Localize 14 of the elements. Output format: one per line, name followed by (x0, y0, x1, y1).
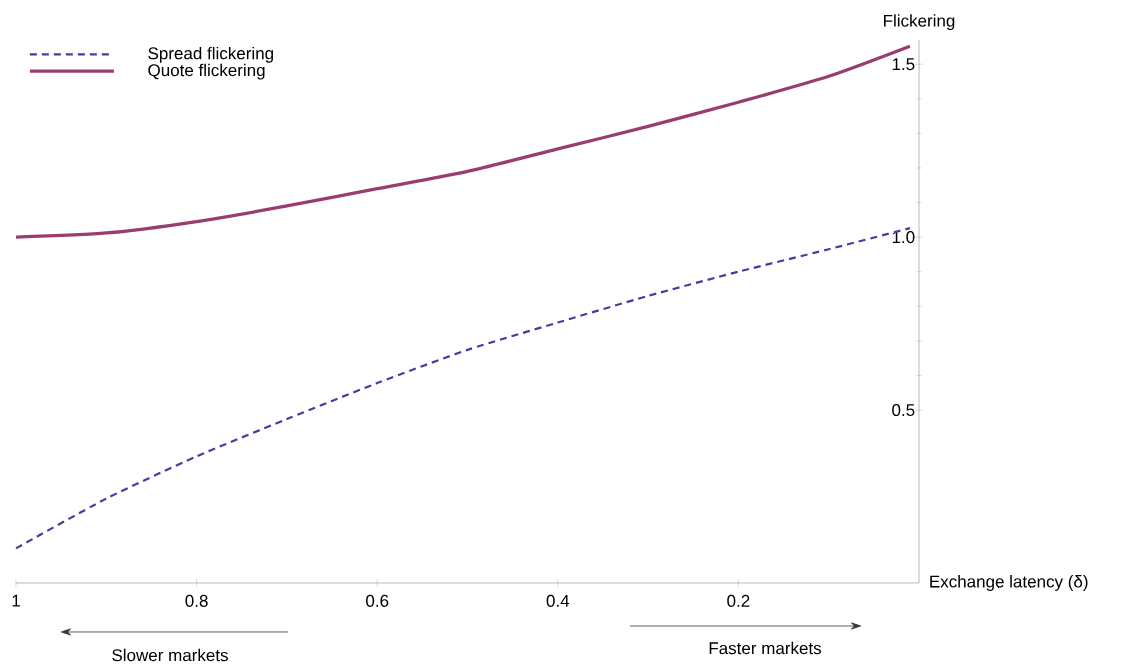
legend-label: Spread flickering (148, 46, 273, 63)
y-tick-label: 1.5 (892, 58, 915, 71)
x-tick-label: 0.6 (366, 594, 389, 607)
y-axis-title: Flickering (884, 14, 955, 31)
x-tick-label: 1 (12, 594, 20, 607)
x-axis-title: Exchange latency (δ) (930, 575, 1088, 591)
y-tick-label: 0.5 (892, 404, 915, 417)
x-tick-label: 0.2 (727, 594, 750, 607)
y-tick-label: 1.0 (892, 231, 915, 244)
text: Slower markets (112, 648, 228, 662)
x-tick-label: 0.8 (185, 594, 208, 607)
legend-label: Quote flickering (148, 63, 265, 80)
text: Faster markets (709, 641, 822, 655)
x-tick-label: 0.4 (546, 594, 570, 607)
